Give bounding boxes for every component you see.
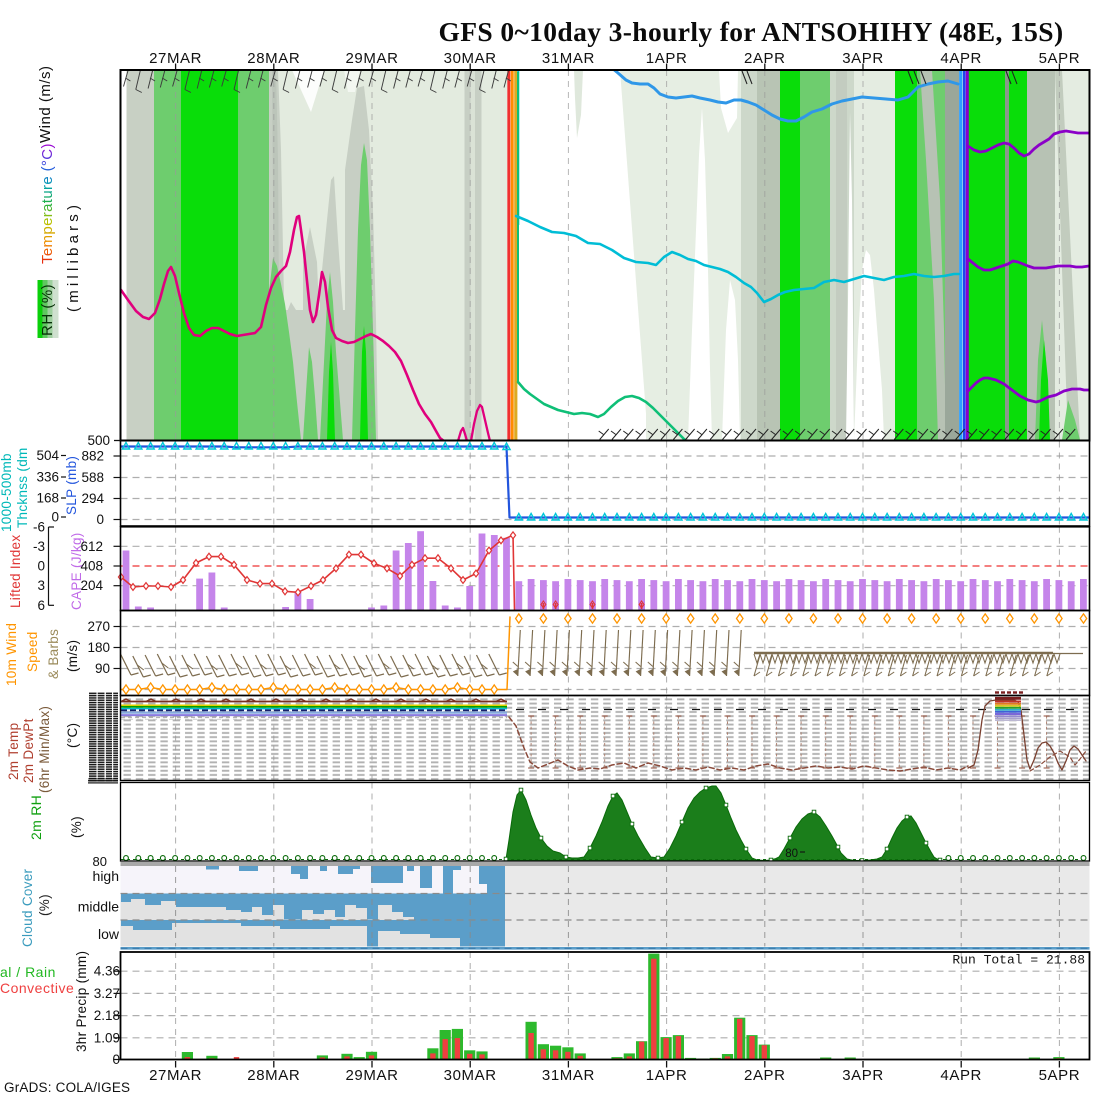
- svg-text:588: 588: [81, 470, 104, 485]
- svg-text:Wind (m/s): Wind (m/s): [37, 66, 54, 144]
- svg-text:Speed: Speed: [25, 631, 40, 672]
- svg-text:4APR: 4APR: [940, 1067, 982, 1084]
- svg-text:middle: middle: [78, 899, 119, 915]
- svg-text:28MAR: 28MAR: [247, 50, 300, 67]
- svg-text:612: 612: [80, 539, 103, 554]
- svg-text:27MAR: 27MAR: [149, 50, 202, 67]
- svg-text:30MAR: 30MAR: [444, 50, 497, 67]
- svg-text:Temperature (°C): Temperature (°C): [39, 143, 56, 264]
- svg-text:5APR: 5APR: [1039, 1067, 1081, 1084]
- svg-text:30MAR: 30MAR: [444, 1067, 497, 1084]
- svg-text:0: 0: [51, 510, 59, 525]
- svg-text:& Barbs: & Barbs: [46, 629, 61, 679]
- svg-text:90: 90: [95, 661, 110, 676]
- svg-text:3.27: 3.27: [94, 986, 120, 1001]
- svg-text:al / Rain: al / Rain: [0, 964, 56, 980]
- svg-text:-6: -6: [33, 520, 45, 535]
- svg-text:504: 504: [36, 448, 59, 463]
- svg-text:GFS 0~10day 3-hourly for ANTSO: GFS 0~10day 3-hourly for ANTSOHIHY (48E,…: [438, 16, 1063, 47]
- svg-text:180: 180: [87, 640, 110, 655]
- svg-text:294: 294: [81, 491, 104, 506]
- svg-text:29MAR: 29MAR: [345, 1067, 398, 1084]
- svg-text:GrADS: COLA/IGES: GrADS: COLA/IGES: [4, 1080, 130, 1095]
- svg-text:high: high: [93, 868, 119, 884]
- svg-text:80: 80: [93, 854, 107, 869]
- svg-text:2m Temp: 2m Temp: [6, 723, 21, 780]
- svg-text:Lifted Index: Lifted Index: [8, 535, 23, 608]
- svg-text:-3: -3: [33, 539, 45, 554]
- svg-text:204: 204: [80, 578, 103, 593]
- svg-text:0: 0: [37, 559, 45, 574]
- svg-text:2m RH: 2m RH: [28, 795, 44, 840]
- svg-text:1APR: 1APR: [646, 50, 688, 67]
- svg-text:2.18: 2.18: [94, 1008, 120, 1023]
- svg-text:CAPE (J/kg): CAPE (J/kg): [69, 532, 84, 610]
- svg-text:(%): (%): [37, 894, 52, 916]
- svg-text:270: 270: [87, 619, 110, 634]
- svg-text:27MAR: 27MAR: [149, 1067, 202, 1084]
- svg-text:5APR: 5APR: [1039, 50, 1081, 67]
- svg-text:2APR: 2APR: [744, 50, 786, 67]
- svg-text:Run Total = 21.88: Run Total = 21.88: [952, 953, 1085, 968]
- svg-text:168: 168: [36, 491, 59, 506]
- svg-text:(%): (%): [69, 816, 84, 838]
- svg-text:1000-500mb: 1000-500mb: [0, 453, 14, 532]
- svg-text:500: 500: [87, 433, 110, 448]
- svg-text:336: 336: [36, 470, 59, 485]
- svg-text:low: low: [98, 926, 120, 942]
- svg-text:3APR: 3APR: [842, 50, 884, 67]
- svg-text:RH (%): RH (%): [39, 284, 56, 336]
- svg-text:(6hr Min/Max): (6hr Min/Max): [37, 706, 52, 793]
- svg-text:882: 882: [81, 449, 104, 464]
- svg-text:2APR: 2APR: [744, 1067, 786, 1084]
- svg-text:(°C): (°C): [65, 723, 80, 748]
- svg-text:(millibars): (millibars): [65, 201, 82, 312]
- svg-text:3hr Precip (mm): 3hr Precip (mm): [74, 951, 89, 1052]
- svg-text:3APR: 3APR: [842, 1067, 884, 1084]
- svg-text:1APR: 1APR: [646, 1067, 688, 1084]
- svg-text:1.09: 1.09: [94, 1030, 120, 1045]
- svg-text:(m/s): (m/s): [65, 640, 80, 672]
- svg-text:Thcknss (dm: Thcknss (dm: [15, 447, 30, 528]
- svg-text:6: 6: [37, 598, 45, 613]
- svg-text:Convective: Convective: [0, 980, 74, 996]
- svg-text:4.36: 4.36: [94, 964, 120, 979]
- svg-text:4APR: 4APR: [940, 50, 982, 67]
- svg-text:3: 3: [37, 578, 45, 593]
- svg-text:31MAR: 31MAR: [542, 50, 595, 67]
- svg-text:408: 408: [80, 559, 103, 574]
- svg-text:10m Wind: 10m Wind: [4, 623, 19, 686]
- svg-text:29MAR: 29MAR: [345, 50, 398, 67]
- svg-text:28MAR: 28MAR: [247, 1067, 300, 1084]
- svg-text:80: 80: [785, 848, 798, 860]
- svg-text:31MAR: 31MAR: [542, 1067, 595, 1084]
- svg-text:Cloud Cover: Cloud Cover: [20, 868, 35, 947]
- svg-text:0: 0: [96, 512, 104, 527]
- svg-text:SLP (mb): SLP (mb): [64, 456, 79, 515]
- svg-text:2m DewPt: 2m DewPt: [21, 718, 36, 783]
